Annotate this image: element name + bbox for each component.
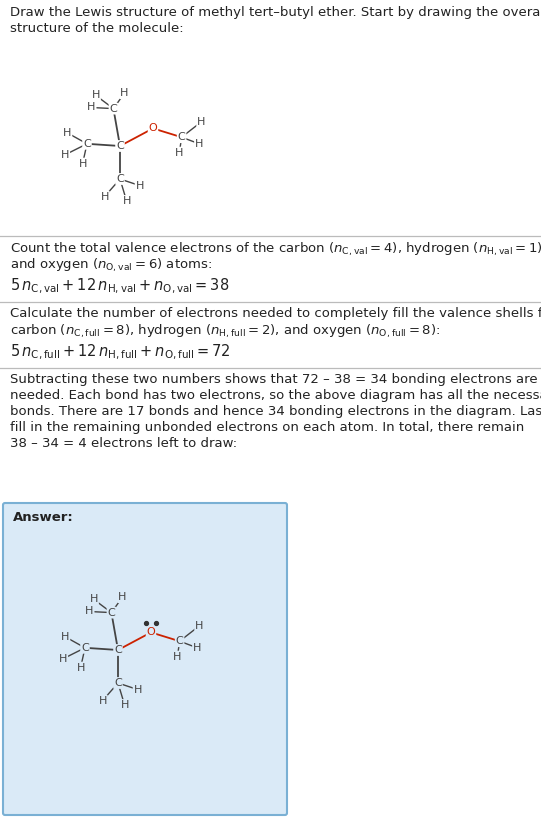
Text: H: H (85, 606, 94, 617)
Text: H: H (121, 700, 129, 710)
Text: H: H (63, 128, 71, 137)
Text: $5\,n_\mathrm{C,full} + 12\,n_\mathrm{H,full} + n_\mathrm{O,full} = 72$: $5\,n_\mathrm{C,full} + 12\,n_\mathrm{H,… (10, 343, 231, 362)
Text: H: H (76, 663, 85, 672)
Text: H: H (78, 159, 87, 169)
Text: H: H (193, 643, 201, 653)
Text: C: C (178, 133, 186, 142)
Text: H: H (195, 621, 203, 631)
Text: H: H (197, 117, 206, 127)
Text: H: H (61, 631, 69, 642)
Text: Subtracting these two numbers shows that 72 – 38 = 34 bonding electrons are: Subtracting these two numbers shows that… (10, 373, 538, 386)
Text: H: H (175, 147, 183, 158)
Text: C: C (109, 104, 117, 114)
Text: C: C (81, 643, 89, 653)
Text: H: H (118, 592, 127, 602)
Text: C: C (116, 174, 124, 184)
Text: H: H (59, 654, 67, 663)
FancyBboxPatch shape (3, 503, 287, 815)
Text: C: C (83, 139, 91, 149)
Text: needed. Each bond has two electrons, so the above diagram has all the necessary: needed. Each bond has two electrons, so … (10, 389, 541, 402)
Text: H: H (101, 191, 109, 201)
Text: H: H (136, 181, 144, 191)
Text: C: C (114, 678, 122, 688)
Text: H: H (195, 139, 203, 149)
Text: bonds. There are 17 bonds and hence 34 bonding electrons in the diagram. Lastly,: bonds. There are 17 bonds and hence 34 b… (10, 405, 541, 418)
Text: Count the total valence electrons of the carbon ($n_\mathrm{C,val} = 4$), hydrog: Count the total valence electrons of the… (10, 241, 541, 258)
Text: H: H (91, 91, 100, 101)
Text: H: H (87, 102, 96, 113)
Text: Draw the Lewis structure of methyl tert–butyl ether. Start by drawing the overal: Draw the Lewis structure of methyl tert–… (10, 6, 541, 19)
Text: carbon ($n_\mathrm{C,full} = 8$), hydrogen ($n_\mathrm{H,full} = 2$), and oxygen: carbon ($n_\mathrm{C,full} = 8$), hydrog… (10, 323, 440, 340)
Text: H: H (134, 685, 142, 694)
Text: H: H (173, 652, 182, 662)
Text: 38 – 34 = 4 electrons left to draw:: 38 – 34 = 4 electrons left to draw: (10, 437, 237, 450)
Text: O: O (147, 627, 155, 637)
Text: H: H (120, 88, 129, 98)
Text: H: H (61, 150, 69, 160)
Text: C: C (176, 636, 183, 646)
Text: structure of the molecule:: structure of the molecule: (10, 22, 183, 35)
Text: Answer:: Answer: (13, 511, 74, 524)
Text: C: C (114, 645, 122, 655)
Text: $5\,n_\mathrm{C,val} + 12\,n_\mathrm{H,val} + n_\mathrm{O,val} = 38$: $5\,n_\mathrm{C,val} + 12\,n_\mathrm{H,v… (10, 277, 229, 296)
Text: H: H (122, 196, 131, 206)
Text: H: H (98, 695, 107, 706)
Text: fill in the remaining unbonded electrons on each atom. In total, there remain: fill in the remaining unbonded electrons… (10, 421, 524, 434)
Text: H: H (90, 595, 98, 605)
Text: O: O (149, 124, 157, 133)
Text: and oxygen ($n_\mathrm{O,val} = 6$) atoms:: and oxygen ($n_\mathrm{O,val} = 6$) atom… (10, 257, 212, 274)
Text: Calculate the number of electrons needed to completely fill the valence shells f: Calculate the number of electrons needed… (10, 307, 541, 320)
Text: C: C (116, 141, 124, 151)
Text: C: C (108, 608, 115, 618)
